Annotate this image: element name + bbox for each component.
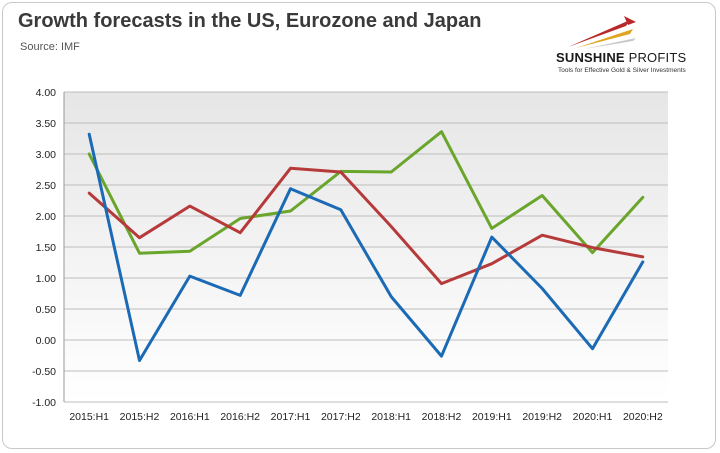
y-tick-label: 2.00 bbox=[36, 211, 57, 223]
logo-tagline: Tools for Effective Gold & Silver Invest… bbox=[558, 67, 686, 74]
x-tick-label: 2016:H1 bbox=[170, 411, 210, 423]
logo-name-bold: SUNSHINE bbox=[556, 50, 625, 65]
x-tick-label: 2019:H1 bbox=[472, 411, 512, 423]
y-tick-label: 2.50 bbox=[36, 180, 57, 192]
y-tick-label: 0.00 bbox=[36, 335, 57, 347]
x-tick-label: 2019:H2 bbox=[522, 411, 562, 423]
y-tick-label: 0.50 bbox=[36, 304, 57, 316]
series-line-3 bbox=[87, 132, 645, 362]
logo-swoosh-icon bbox=[568, 16, 636, 49]
y-tick-label: 1.50 bbox=[36, 242, 57, 254]
series-line-2 bbox=[87, 166, 645, 286]
sunshine-profits-logo: SUNSHINE PROFITS Tools for Effective Gol… bbox=[548, 10, 708, 80]
x-tick-label: 2020:H1 bbox=[573, 411, 613, 423]
logo-name: SUNSHINE PROFITS bbox=[556, 50, 686, 65]
x-tick-label: 2015:H1 bbox=[69, 411, 109, 423]
y-tick-label: -1.00 bbox=[32, 397, 56, 409]
y-tick-label: 1.00 bbox=[36, 273, 57, 285]
y-tick-label: 3.50 bbox=[36, 118, 57, 130]
x-tick-label: 2018:H1 bbox=[371, 411, 411, 423]
chart-source: Source: IMF bbox=[20, 41, 80, 53]
x-tick-label: 2018:H2 bbox=[422, 411, 462, 423]
x-tick-label: 2016:H2 bbox=[220, 411, 260, 423]
series-line-1 bbox=[87, 130, 645, 255]
y-tick-label: 4.00 bbox=[36, 87, 57, 99]
y-tick-label: 3.00 bbox=[36, 149, 57, 161]
logo-name-rest: PROFITS bbox=[624, 50, 687, 65]
x-tick-label: 2017:H1 bbox=[271, 411, 311, 423]
x-tick-label: 2017:H2 bbox=[321, 411, 361, 423]
x-tick-label: 2020:H2 bbox=[623, 411, 663, 423]
x-tick-label: 2015:H2 bbox=[120, 411, 160, 423]
chart-title: Growth forecasts in the US, Eurozone and… bbox=[18, 10, 482, 32]
y-tick-label: -0.50 bbox=[32, 366, 56, 378]
